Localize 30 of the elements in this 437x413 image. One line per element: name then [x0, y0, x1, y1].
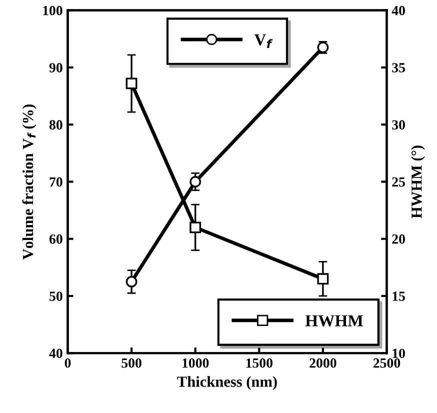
y-tick-label: 100 — [43, 6, 62, 16]
y2-tick-label: 25 — [392, 177, 405, 187]
x-tick-label: 0 — [64, 358, 71, 368]
legend-label: V$_{f}$ — [254, 34, 273, 48]
point — [126, 276, 138, 288]
point — [317, 273, 329, 285]
point — [126, 78, 138, 90]
legend-label: HWHM — [305, 315, 363, 326]
y2-tick-label: 30 — [392, 120, 405, 130]
point — [190, 222, 202, 234]
y2-tick-label: 10 — [392, 348, 405, 358]
x-tick-label: 1500 — [246, 358, 272, 368]
x-tick-label: 2500 — [373, 358, 400, 368]
y-tick-label: 80 — [49, 120, 62, 130]
y-tick-label: 70 — [50, 177, 62, 187]
y2-tick-label: 20 — [392, 234, 405, 244]
y-tick-label: 60 — [49, 234, 62, 244]
y-tick-label: 40 — [49, 348, 62, 358]
x-tick-label: 1000 — [182, 358, 209, 368]
y2-axis-title: HWHM (°) — [411, 146, 425, 218]
y-tick-label: 50 — [50, 292, 62, 301]
x-tick-label: 2000 — [310, 358, 336, 368]
y2-tick-label: 40 — [392, 6, 405, 16]
y-axis-title: Volume fraction V$_{f}$ (%) — [22, 104, 36, 260]
x-tick-label: 500 — [122, 358, 142, 368]
y2-tick-label: 15 — [392, 292, 405, 301]
y-tick-label: 90 — [49, 63, 62, 72]
x-axis-title: Thickness (nm) — [177, 376, 277, 390]
y2-tick-label: 35 — [392, 63, 405, 72]
point — [190, 176, 202, 188]
